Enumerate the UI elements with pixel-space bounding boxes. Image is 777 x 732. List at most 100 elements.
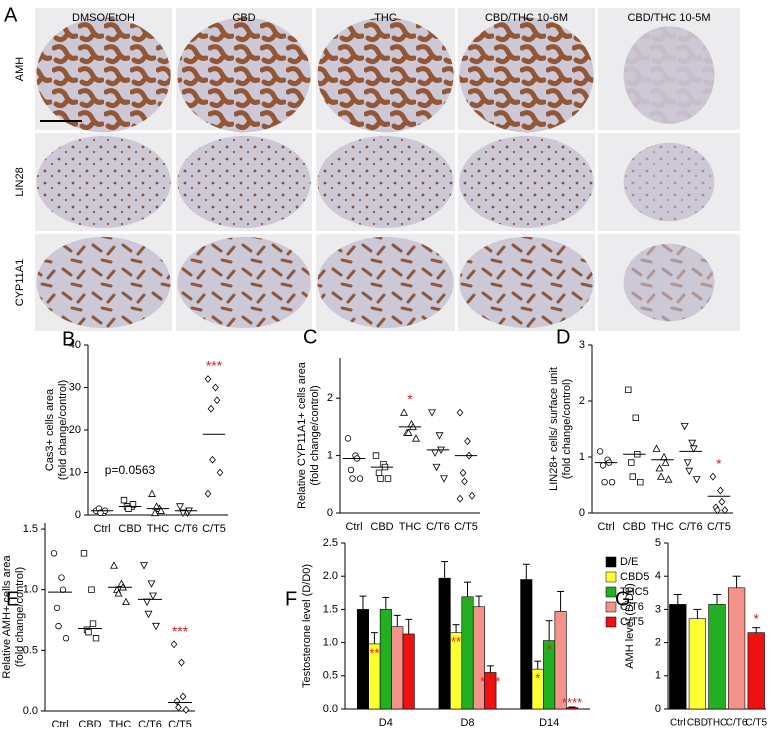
y-axis-label: Relative AMH+ cells area xyxy=(1,555,13,679)
data-point xyxy=(428,409,436,417)
data-point xyxy=(182,705,190,714)
staining xyxy=(177,17,311,133)
x-tick-label: Ctrl xyxy=(345,521,362,533)
bar xyxy=(669,604,687,710)
data-point xyxy=(680,423,689,431)
column-header: CBD xyxy=(232,12,255,24)
data-point xyxy=(140,562,148,570)
significance: *** xyxy=(172,623,189,639)
x-tick-label: CBD xyxy=(118,523,141,535)
y-tick-label: 3 xyxy=(579,339,585,351)
x-tick-label: C/T6 xyxy=(679,521,703,533)
y-tick-label: 1 xyxy=(327,449,333,461)
data-point xyxy=(601,479,608,486)
y-tick-label: 0.0 xyxy=(23,705,38,717)
significance: **** xyxy=(562,695,582,710)
data-point xyxy=(692,476,701,484)
x-tick-label: C/T5 xyxy=(745,718,767,727)
bar xyxy=(391,626,404,710)
data-point xyxy=(213,396,221,405)
x-tick-label: Ctrl xyxy=(598,521,615,533)
y-tick-label: 2 xyxy=(327,392,333,404)
y-tick-label: 10 xyxy=(69,466,81,478)
data-point xyxy=(432,463,441,472)
data-point xyxy=(683,459,692,467)
data-point xyxy=(596,448,604,455)
data-point xyxy=(55,622,62,630)
data-point xyxy=(599,462,607,469)
y-tick-label: 2.5 xyxy=(323,537,338,549)
staining xyxy=(177,236,311,329)
data-point xyxy=(175,703,182,712)
bar xyxy=(438,577,451,710)
data-point xyxy=(178,658,185,667)
x-tick-label: C/T5 xyxy=(707,521,731,533)
y-tick-label: 0.5 xyxy=(323,670,338,682)
legend-swatch xyxy=(605,601,617,613)
panel-letter: B xyxy=(62,328,75,350)
y-tick-label: 2 xyxy=(579,395,585,407)
bar xyxy=(461,596,474,710)
data-point xyxy=(655,464,664,472)
micrograph-grid: A AMH LIN28 CYP11A1 DMSO/EtOH CBD THC CBD/THC 1… xyxy=(4,4,740,331)
data-point xyxy=(456,408,464,417)
panel-letter: C xyxy=(303,326,317,348)
row-label: LIN28 xyxy=(14,167,26,196)
data-point xyxy=(349,475,356,482)
significance: * xyxy=(407,391,413,407)
data-point xyxy=(431,449,439,457)
x-tick-label: CBD xyxy=(78,719,101,727)
data-point xyxy=(125,505,132,512)
staining xyxy=(177,135,311,229)
legend-swatch xyxy=(605,556,617,568)
data-point xyxy=(689,445,698,453)
data-point xyxy=(148,489,156,497)
data-point xyxy=(709,472,717,481)
y-tick-label: 30 xyxy=(69,381,81,393)
staining xyxy=(459,17,594,133)
panel-letter: A xyxy=(4,4,18,26)
bar xyxy=(566,707,579,710)
column-header: CBD/THC 10-5M xyxy=(627,12,710,24)
bar xyxy=(554,611,567,710)
data-point xyxy=(53,604,61,612)
legend-swatch xyxy=(605,616,617,628)
data-point xyxy=(62,635,70,642)
staining xyxy=(459,236,594,329)
data-point xyxy=(151,508,159,517)
y-axis-label: (fold change/control) xyxy=(309,385,321,485)
data-point xyxy=(204,375,212,383)
data-point xyxy=(173,697,181,706)
data-point xyxy=(657,472,665,480)
y-axis-label: (fold change/control) xyxy=(561,379,573,479)
panel-letter: G xyxy=(615,588,631,610)
data-point xyxy=(412,434,420,442)
data-point xyxy=(660,452,668,461)
data-point xyxy=(347,466,355,474)
data-point xyxy=(212,383,219,392)
legend-label: CBD5 xyxy=(620,571,649,583)
data-point xyxy=(384,475,392,482)
significance: * xyxy=(753,610,759,626)
data-point xyxy=(50,550,58,557)
x-tick-label: THC xyxy=(109,719,132,727)
data-point xyxy=(88,586,95,593)
x-tick-label: CBD xyxy=(370,521,393,533)
y-tick-label: 0.0 xyxy=(323,703,338,715)
data-point xyxy=(179,692,187,701)
x-tick-label: D8 xyxy=(460,717,474,727)
data-point xyxy=(440,475,448,483)
y-axis-label: Relative CYP11A1+ cells area xyxy=(296,361,308,509)
data-point xyxy=(721,506,729,515)
data-point xyxy=(80,550,88,557)
x-tick-label: Ctrl xyxy=(93,523,110,535)
data-point xyxy=(122,597,130,606)
y-tick-label: 1.0 xyxy=(23,584,38,596)
x-tick-label: THC xyxy=(651,521,674,533)
y-tick-label: 5 xyxy=(655,537,661,549)
row-label: CYP11A1 xyxy=(14,259,26,307)
x-tick-label: C/T5 xyxy=(454,521,478,533)
data-point xyxy=(652,444,661,452)
data-point xyxy=(632,414,639,421)
